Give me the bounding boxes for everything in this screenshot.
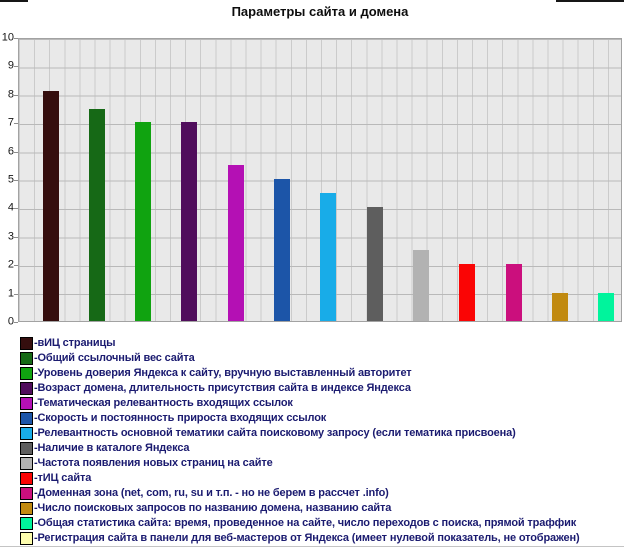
bar-12 [551,292,568,321]
chart-title: Параметры сайта и домена [231,4,409,19]
legend-item: -Общая статистика сайта: время, проведен… [20,516,620,531]
legend-item: -Тематическая релевантность входящих ссы… [20,396,620,411]
y-axis-label: 2 [7,258,14,271]
y-axis-tick [14,94,18,96]
y-axis-label: 7 [7,116,14,129]
legend-item: -Общий ссылочный вес сайта [20,351,620,366]
y-axis-tick [14,208,18,210]
legend-label: -Уровень доверия Яндекса к сайту, вручну… [34,367,412,379]
legend-label: -тИЦ сайта [34,472,92,484]
legend-label: -вИЦ страницы [34,337,116,349]
legend-swatch [20,502,33,515]
legend-swatch [20,442,33,455]
y-axis-label: 5 [7,173,14,186]
y-axis-label: 10 [1,31,14,44]
bar-8 [366,207,383,321]
legend-label: -Доменная зона (net, com, ru, su и т.п. … [34,487,389,499]
legend-swatch [20,412,33,425]
y-axis-tick [14,123,18,125]
legend-item: -Скорость и постоянность прироста входящ… [20,411,620,426]
bar-3 [135,122,152,321]
bottom-border-artifact [0,546,624,547]
legend-label: -Общая статистика сайта: время, проведен… [34,517,577,529]
legend-swatch [20,427,33,440]
y-axis-label: 1 [7,287,14,300]
y-axis-tick [14,322,18,323]
bar-13 [598,292,615,321]
y-axis-tick [14,66,18,68]
bar-11 [505,264,522,321]
legend-label: -Скорость и постоянность прироста входящ… [34,412,327,424]
y-axis-label: 6 [7,145,14,158]
legend-swatch [20,337,33,350]
bar-7 [320,193,337,321]
legend-item: -Регистрация сайта в панели для веб-маст… [20,531,620,546]
bar-10 [459,264,476,321]
bar-2 [88,109,105,321]
y-axis-tick [14,180,18,181]
legend-label: -Общий ссылочный вес сайта [34,352,195,364]
legend-item: -Возраст домена, длительность присутстви… [20,381,620,396]
bar-1 [42,90,59,321]
top-right-border-artifact [556,0,624,2]
bar-9 [412,250,429,321]
legend-item: -Релевантность основной тематики сайта п… [20,426,620,441]
legend-item: -вИЦ страницы [20,336,620,351]
legend-swatch [20,532,33,545]
plot-area [18,38,622,322]
y-axis-tick [14,151,18,153]
legend: -вИЦ страницы -Общий ссылочный вес сайта -… [20,336,620,546]
bar-4 [181,122,198,321]
legend-label: -Тематическая релевантность входящих ссы… [34,397,293,409]
legend-swatch [20,352,33,365]
top-left-border-artifact [0,0,28,2]
legend-label: -Частота появления новых страниц на сайт… [34,457,273,469]
y-axis-label: 9 [7,59,14,72]
legend-label: -Регистрация сайта в панели для веб-маст… [34,532,580,544]
legend-item: -Частота появления новых страниц на сайт… [20,456,620,471]
y-axis-label: 8 [7,88,14,101]
legend-swatch [20,487,33,500]
legend-item: -Число поисковых запросов по названию до… [20,501,620,516]
y-axis-tick [14,38,18,39]
legend-label: -Релевантность основной тематики сайта п… [34,427,516,439]
legend-item: -Наличие в каталоге Яндекса [20,441,620,456]
y-axis-tick [14,236,18,238]
legend-label: -Возраст домена, длительность присутстви… [34,382,411,394]
legend-item: -Уровень доверия Яндекса к сайту, вручну… [20,366,620,381]
y-axis-label: 0 [7,315,14,328]
bar-6 [274,179,290,321]
y-axis-tick [14,265,18,267]
legend-swatch [20,397,33,410]
legend-label: -Наличие в каталоге Яндекса [34,442,190,454]
y-axis-tick [14,293,18,295]
y-axis-label: 3 [7,230,14,243]
y-axis-label: 4 [7,201,14,214]
legend-label: -Число поисковых запросов по названию до… [34,502,392,514]
legend-swatch [20,457,33,470]
legend-swatch [20,382,33,395]
legend-item: -Доменная зона (net, com, ru, su и т.п. … [20,486,620,501]
legend-swatch [20,517,33,530]
legend-swatch [20,367,33,380]
legend-swatch [20,472,33,485]
legend-item: -тИЦ сайта [20,471,620,486]
bar-5 [227,164,244,321]
